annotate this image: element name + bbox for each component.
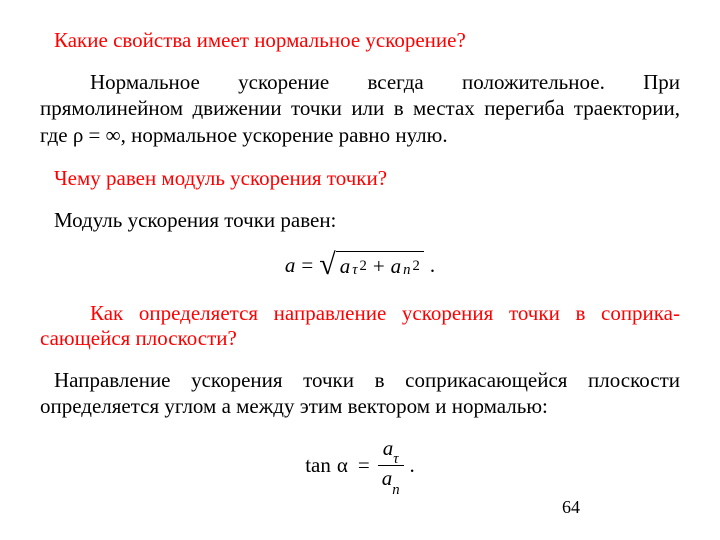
question-1: Какие свойства имеет нормальное ускорени… — [40, 28, 680, 53]
paragraph-1: Нормальное ускорение всегда положительно… — [40, 69, 680, 148]
formula1-an-sub: n — [403, 262, 410, 279]
formula2-den-var: a — [382, 466, 393, 490]
formula1-an-var: a — [391, 254, 402, 279]
formula2-eq: = — [358, 453, 370, 478]
formula1-dot: . — [430, 253, 435, 278]
paragraph-3: Направление ускорения точки в соприкасаю… — [40, 367, 680, 420]
formula1-an-sup: 2 — [413, 258, 420, 275]
formula2-num-sub: τ — [393, 451, 398, 467]
sqrt-icon: √ aτ2 + an2 — [319, 251, 424, 279]
formula-magnitude: a = √ aτ2 + an2 . — [40, 251, 680, 279]
formula2-dot: . — [410, 453, 415, 478]
formula-direction: tan α = aτ an . — [40, 438, 680, 495]
formula1-lhs: a — [285, 253, 296, 278]
formula2-fraction: aτ an — [378, 438, 404, 495]
paragraph-2: Модуль ускорения точки равен: — [40, 207, 680, 233]
formula1-atau-sup: 2 — [359, 258, 366, 275]
formula1-atau-sub: τ — [352, 262, 357, 279]
formula1-atau-var: a — [340, 254, 351, 279]
formula1-plus: + — [373, 254, 385, 279]
formula1-eq: = — [301, 253, 313, 278]
slide-page: Какие свойства имеет нормальное ускорени… — [0, 0, 720, 540]
page-number: 64 — [562, 497, 580, 518]
formula2-tan: tan — [305, 453, 331, 478]
question-2: Чему равен модуль ускорения точки? — [40, 166, 680, 191]
formula2-den-sub: n — [392, 482, 399, 498]
formula2-alpha: α — [337, 453, 348, 478]
formula2-num-var: a — [383, 436, 394, 460]
question-3: Как определяется направление ускорения т… — [40, 301, 680, 351]
